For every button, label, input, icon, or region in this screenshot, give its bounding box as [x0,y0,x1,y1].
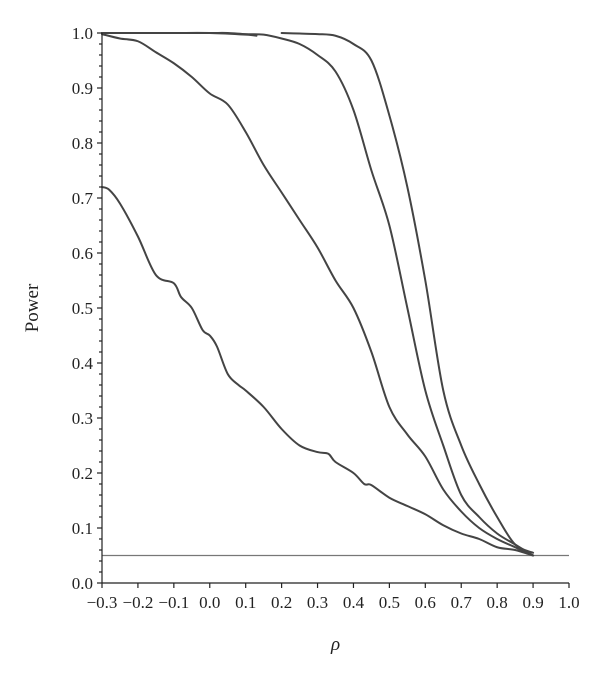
plot-background [102,33,569,583]
x-tick-label: 0.7 [451,593,473,612]
x-tick-label: 0.5 [379,593,400,612]
x-tick-label: −0.2 [123,593,154,612]
y-axis-title: Power [22,283,43,332]
x-tick-label: −0.3 [87,593,118,612]
series-line-2 [101,33,535,557]
y-tick-label: 0.5 [72,299,93,318]
x-tick-label: 0.9 [522,593,543,612]
y-tick-label: 0.1 [72,519,93,538]
x-tick-label: 0.1 [235,593,256,612]
plot-area [102,33,569,583]
y-tick-label: 0.4 [72,354,94,373]
y-tick-label: 0.2 [72,464,93,483]
series-line-4 [280,32,535,554]
series-line-5 [101,31,258,37]
y-tick-label: 1.0 [72,24,93,43]
y-tick-label: 0.9 [72,79,93,98]
series-layer [101,31,535,557]
x-tick-label: 0.3 [307,593,328,612]
x-tick-label: 0.0 [199,593,220,612]
ticks-layer: 0.0 0.1 0.2 0.3 0.4 0.5 0.6 0.7 0.8 0.9 1.0 −0.3 −0.… [72,24,580,612]
y-tick-label: 0.6 [72,244,93,263]
x-tick-label: 0.6 [415,593,436,612]
x-tick-label: −0.1 [158,593,189,612]
x-tick-label: 0.4 [343,593,365,612]
x-axis-title: ρ [330,634,340,655]
series-line-1 [101,186,535,557]
x-tick-label: 0.2 [271,593,292,612]
y-tick-label: 0.0 [72,574,93,593]
x-tick-label: 0.8 [487,593,508,612]
y-tick-label: 0.3 [72,409,93,428]
y-tick-label: 0.7 [72,189,94,208]
x-tick-label: 1.0 [558,593,579,612]
y-tick-label: 0.8 [72,134,93,153]
